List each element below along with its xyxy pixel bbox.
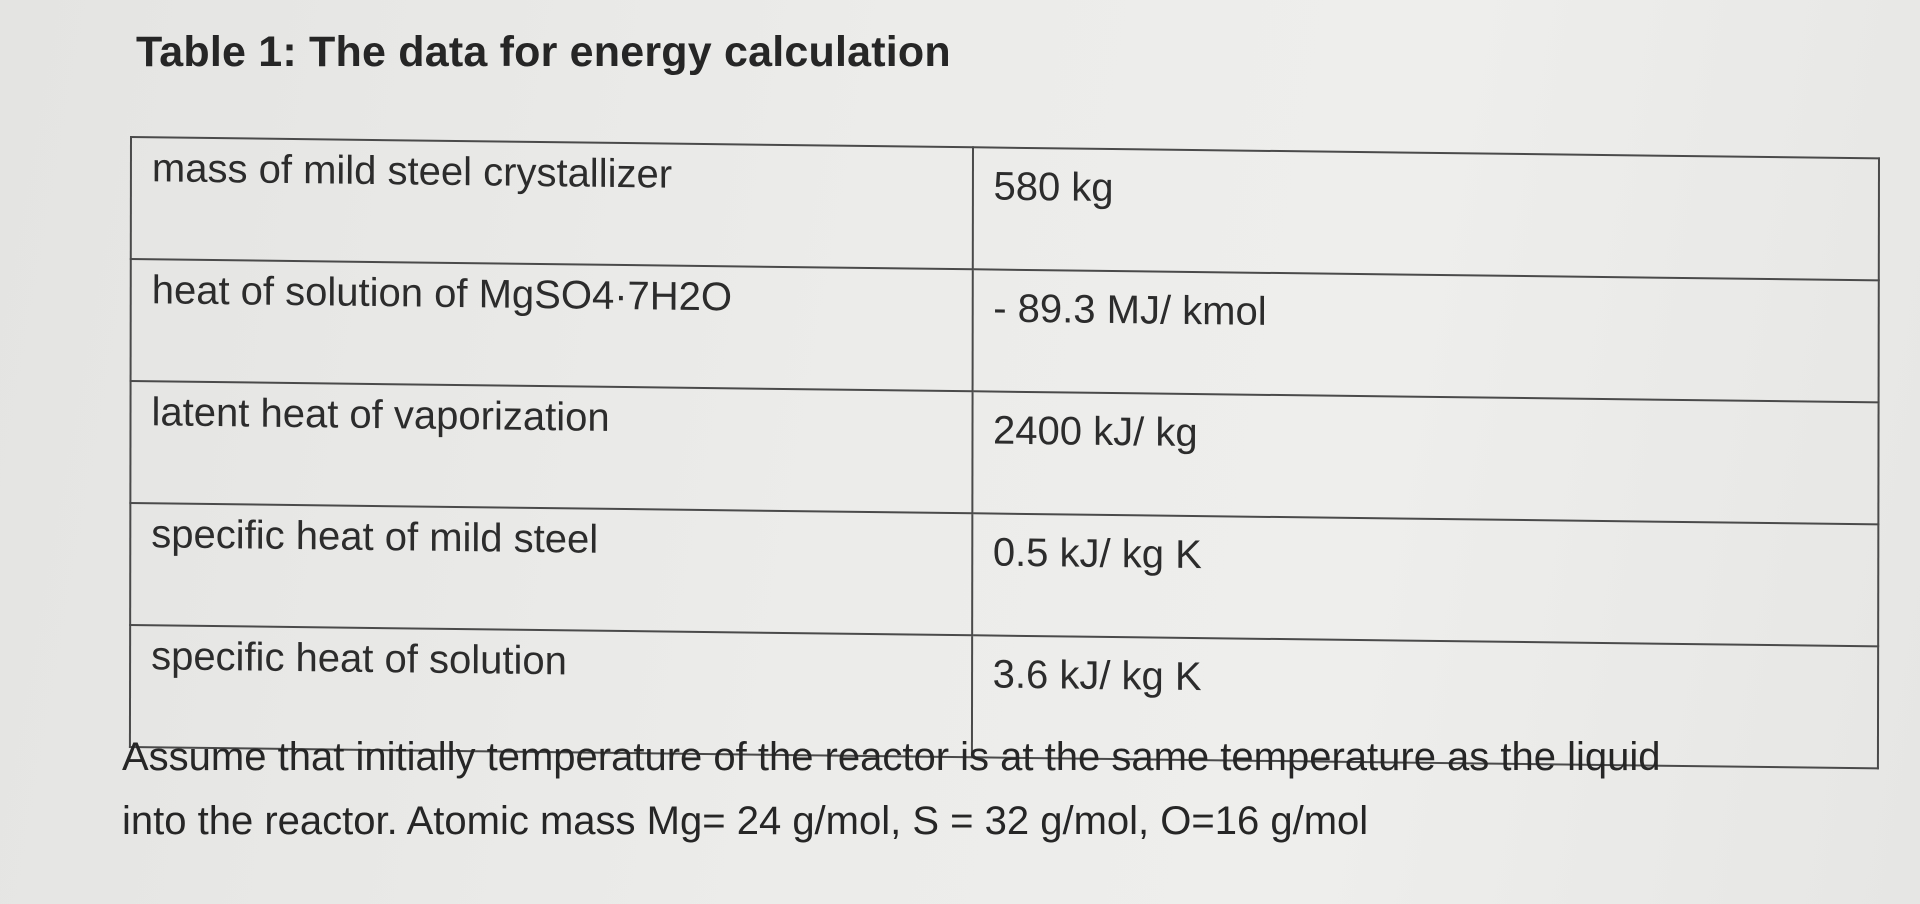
- note-line-1: Assume that initially temperature of the…: [122, 735, 1661, 779]
- table-row: latent heat of vaporization 2400 kJ/ kg: [130, 381, 1879, 525]
- row-value: 0.5 kJ/ kg K: [971, 513, 1879, 647]
- row-value: 580 kg: [972, 147, 1879, 281]
- row-value: 2400 kJ/ kg: [971, 391, 1879, 525]
- table-title: Table 1: The data for energy calculation: [136, 28, 951, 76]
- note-line-2: into the reactor. Atomic mass Mg= 24 g/m…: [122, 799, 1369, 843]
- table-row: heat of solution of MgSO4·7H2O - 89.3 MJ…: [130, 259, 1879, 403]
- table-row: mass of mild steel crystallizer 580 kg: [130, 137, 1879, 281]
- table-row: specific heat of mild steel 0.5 kJ/ kg K: [130, 503, 1879, 647]
- row-label: latent heat of vaporization: [130, 381, 973, 514]
- energy-data-table: mass of mild steel crystallizer 580 kg h…: [129, 136, 1880, 769]
- row-label: heat of solution of MgSO4·7H2O: [130, 259, 973, 392]
- row-value: - 89.3 MJ/ kmol: [972, 269, 1879, 403]
- assumption-note: Assume that initially temperature of the…: [122, 725, 1882, 853]
- row-label: mass of mild steel crystallizer: [130, 137, 973, 270]
- row-label: specific heat of mild steel: [130, 503, 972, 636]
